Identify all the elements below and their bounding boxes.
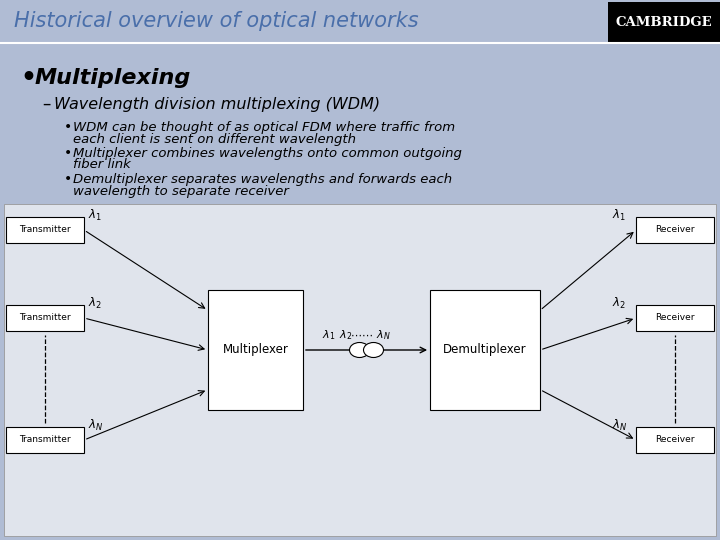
Text: each client is sent on different wavelength: each client is sent on different wavelen… — [73, 132, 356, 145]
Bar — [4, 204, 716, 536]
Text: $\lambda_1$: $\lambda_1$ — [612, 208, 626, 223]
Text: Multiplexing: Multiplexing — [35, 68, 192, 88]
Bar — [636, 217, 714, 243]
Text: •: • — [64, 146, 72, 160]
Text: •: • — [64, 120, 72, 134]
Text: $\cdots\cdots$: $\cdots\cdots$ — [350, 330, 373, 340]
Text: Multiplexer: Multiplexer — [222, 343, 289, 356]
Text: $\lambda_1$: $\lambda_1$ — [88, 208, 102, 223]
Text: $\lambda_2$: $\lambda_2$ — [612, 296, 626, 311]
Bar — [6, 427, 84, 453]
Text: Receiver: Receiver — [655, 314, 695, 322]
Text: $\lambda_1$: $\lambda_1$ — [322, 328, 335, 342]
Text: fiber link: fiber link — [73, 159, 131, 172]
Text: •: • — [20, 66, 36, 90]
Text: –: – — [42, 95, 50, 113]
Text: $\lambda_2$: $\lambda_2$ — [339, 328, 352, 342]
Text: Transmitter: Transmitter — [19, 314, 71, 322]
Bar — [208, 290, 303, 410]
Text: Receiver: Receiver — [655, 226, 695, 234]
Text: WDM can be thought of as optical FDM where traffic from: WDM can be thought of as optical FDM whe… — [73, 120, 455, 133]
Text: Transmitter: Transmitter — [19, 226, 71, 234]
Bar — [608, 2, 720, 42]
Ellipse shape — [364, 342, 384, 357]
Text: Demultiplexer: Demultiplexer — [444, 343, 527, 356]
Text: wavelength to separate receiver: wavelength to separate receiver — [73, 185, 289, 198]
Bar — [6, 217, 84, 243]
Text: Demultiplexer separates wavelengths and forwards each: Demultiplexer separates wavelengths and … — [73, 172, 452, 186]
Text: CAMBRIDGE: CAMBRIDGE — [616, 16, 712, 29]
Text: Multiplexer combines wavelengths onto common outgoing: Multiplexer combines wavelengths onto co… — [73, 146, 462, 159]
Text: $\lambda_2$: $\lambda_2$ — [88, 296, 102, 311]
Text: $\lambda_N$: $\lambda_N$ — [88, 418, 104, 433]
Text: $\lambda_N$: $\lambda_N$ — [376, 328, 391, 342]
Ellipse shape — [349, 342, 369, 357]
Text: Historical overview of optical networks: Historical overview of optical networks — [14, 11, 418, 31]
Text: $\lambda_N$: $\lambda_N$ — [612, 418, 627, 433]
Bar — [6, 305, 84, 331]
Text: •: • — [64, 172, 72, 186]
Bar — [636, 427, 714, 453]
Bar — [430, 290, 540, 410]
Text: Transmitter: Transmitter — [19, 435, 71, 444]
Text: Wavelength division multiplexing (WDM): Wavelength division multiplexing (WDM) — [54, 97, 380, 111]
Bar — [636, 305, 714, 331]
Text: Receiver: Receiver — [655, 435, 695, 444]
